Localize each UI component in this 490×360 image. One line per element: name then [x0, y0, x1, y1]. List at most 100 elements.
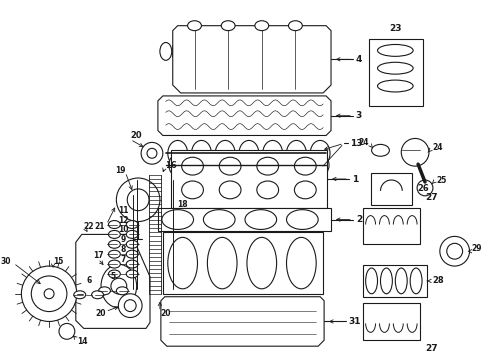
- Text: 20: 20: [160, 309, 171, 318]
- Ellipse shape: [141, 143, 163, 164]
- Ellipse shape: [371, 144, 390, 156]
- Ellipse shape: [240, 154, 258, 176]
- Ellipse shape: [119, 294, 142, 318]
- Ellipse shape: [287, 140, 306, 166]
- Ellipse shape: [169, 154, 187, 176]
- Ellipse shape: [239, 140, 259, 166]
- Ellipse shape: [101, 264, 137, 308]
- Ellipse shape: [395, 268, 407, 294]
- Ellipse shape: [124, 300, 136, 311]
- Ellipse shape: [182, 157, 203, 175]
- Ellipse shape: [440, 237, 469, 266]
- Ellipse shape: [74, 291, 86, 299]
- Text: 13: 13: [350, 139, 362, 148]
- Text: 30: 30: [1, 257, 11, 266]
- Text: 27: 27: [425, 193, 438, 202]
- Bar: [171, 150, 327, 208]
- Text: 6: 6: [86, 276, 91, 285]
- Ellipse shape: [287, 237, 316, 289]
- Ellipse shape: [108, 221, 121, 229]
- Text: 19: 19: [115, 166, 125, 175]
- Ellipse shape: [255, 21, 269, 31]
- Text: 15: 15: [53, 257, 63, 266]
- Ellipse shape: [108, 270, 121, 278]
- Ellipse shape: [203, 210, 235, 229]
- Ellipse shape: [116, 178, 160, 221]
- Ellipse shape: [289, 21, 302, 31]
- Text: 23: 23: [389, 24, 402, 33]
- Text: 12: 12: [118, 216, 128, 225]
- Text: 1: 1: [352, 175, 358, 184]
- Text: 22: 22: [83, 222, 94, 231]
- Ellipse shape: [311, 154, 329, 176]
- Text: 17: 17: [93, 251, 103, 260]
- Text: 4: 4: [356, 55, 362, 64]
- Ellipse shape: [126, 230, 138, 238]
- Ellipse shape: [168, 140, 188, 166]
- Polygon shape: [161, 297, 324, 346]
- Text: 9: 9: [121, 235, 126, 244]
- Ellipse shape: [263, 140, 283, 166]
- Text: 21: 21: [94, 222, 104, 231]
- Ellipse shape: [59, 323, 75, 339]
- Text: 3: 3: [356, 111, 362, 120]
- Ellipse shape: [160, 42, 172, 60]
- Ellipse shape: [377, 45, 413, 57]
- Ellipse shape: [162, 210, 194, 229]
- Ellipse shape: [294, 181, 316, 199]
- Bar: [363, 303, 420, 340]
- Ellipse shape: [417, 180, 433, 196]
- Ellipse shape: [108, 250, 121, 258]
- Ellipse shape: [264, 154, 282, 176]
- Bar: [163, 233, 323, 294]
- Ellipse shape: [192, 140, 211, 166]
- Text: 11: 11: [118, 206, 128, 215]
- Ellipse shape: [245, 210, 277, 229]
- Ellipse shape: [294, 157, 316, 175]
- Ellipse shape: [147, 148, 157, 158]
- Ellipse shape: [257, 157, 279, 175]
- Text: 20: 20: [130, 131, 142, 140]
- Bar: [363, 208, 420, 244]
- Text: 7: 7: [121, 255, 126, 264]
- Text: 25: 25: [436, 176, 446, 185]
- Text: 31: 31: [349, 317, 361, 326]
- Ellipse shape: [401, 139, 429, 166]
- Ellipse shape: [126, 240, 138, 248]
- Ellipse shape: [108, 230, 121, 238]
- Ellipse shape: [247, 237, 277, 289]
- Ellipse shape: [127, 189, 149, 211]
- Ellipse shape: [98, 287, 110, 295]
- Ellipse shape: [126, 270, 138, 278]
- Bar: [368, 39, 423, 106]
- Ellipse shape: [288, 154, 305, 176]
- Text: 10: 10: [118, 225, 128, 234]
- Text: 20: 20: [95, 309, 105, 318]
- Text: 29: 29: [471, 244, 482, 253]
- Ellipse shape: [377, 62, 413, 74]
- Text: 14: 14: [77, 337, 87, 346]
- Ellipse shape: [111, 278, 127, 294]
- Polygon shape: [76, 234, 150, 328]
- Ellipse shape: [92, 291, 103, 299]
- Ellipse shape: [219, 157, 241, 175]
- Ellipse shape: [381, 268, 392, 294]
- Ellipse shape: [287, 210, 318, 229]
- Ellipse shape: [410, 268, 422, 294]
- Bar: [158, 208, 331, 231]
- Ellipse shape: [447, 243, 463, 259]
- Ellipse shape: [216, 154, 234, 176]
- Text: 24: 24: [432, 143, 442, 152]
- Bar: [363, 265, 427, 297]
- Polygon shape: [158, 96, 331, 135]
- Text: 16: 16: [165, 161, 176, 170]
- Ellipse shape: [257, 181, 279, 199]
- Ellipse shape: [108, 260, 121, 268]
- Text: 2: 2: [356, 215, 362, 224]
- Ellipse shape: [219, 181, 241, 199]
- Ellipse shape: [31, 276, 67, 311]
- Ellipse shape: [116, 287, 128, 295]
- Ellipse shape: [44, 289, 54, 299]
- Text: 8: 8: [121, 245, 126, 254]
- Ellipse shape: [168, 237, 197, 289]
